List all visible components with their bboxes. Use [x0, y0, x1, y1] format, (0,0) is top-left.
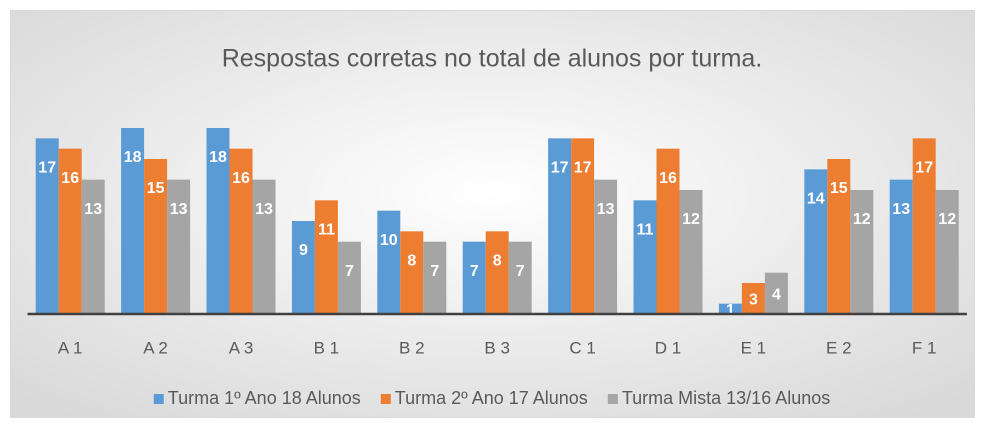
bar — [337, 241, 361, 314]
bar — [462, 241, 486, 314]
data-label: 8 — [493, 253, 502, 270]
bar — [850, 190, 874, 314]
data-label: 7 — [345, 263, 354, 280]
data-label: 16 — [61, 170, 79, 187]
x-tick-label: D 1 — [655, 338, 681, 357]
bar — [314, 200, 338, 314]
data-label: 12 — [938, 211, 956, 228]
bar — [144, 159, 168, 314]
x-tick-label: E 2 — [826, 338, 852, 357]
data-label: 4 — [772, 287, 781, 304]
x-tick-label: B 2 — [399, 338, 425, 357]
bar — [377, 210, 401, 314]
bar — [827, 159, 851, 314]
bar — [485, 231, 509, 314]
bar — [252, 179, 276, 314]
bar — [35, 138, 59, 314]
bar — [718, 303, 742, 314]
data-label: 18 — [124, 149, 142, 166]
bar — [741, 283, 765, 314]
data-label: 13 — [597, 201, 615, 218]
bar — [58, 148, 82, 314]
data-label: 17 — [915, 160, 933, 177]
bar — [679, 190, 703, 314]
x-tick-label: E 1 — [741, 338, 767, 357]
bar — [571, 138, 595, 314]
data-label: 18 — [209, 149, 227, 166]
data-label: 16 — [232, 170, 250, 187]
legend-swatch — [153, 394, 164, 404]
data-label: 9 — [299, 242, 308, 259]
bar — [206, 128, 230, 314]
data-label: 7 — [516, 263, 525, 280]
data-label: 15 — [830, 180, 848, 197]
data-label: 17 — [551, 160, 569, 177]
bar — [548, 138, 572, 314]
bar — [935, 190, 959, 314]
data-label: 16 — [659, 170, 677, 187]
x-tick-label: F 1 — [912, 338, 937, 357]
data-label: 17 — [38, 160, 56, 177]
x-tick-label: A 2 — [143, 338, 168, 357]
legend-swatch — [380, 394, 391, 404]
data-label: 13 — [892, 201, 910, 218]
x-tick-label: A 3 — [229, 338, 254, 357]
data-label: 13 — [84, 201, 102, 218]
legend-label: Turma 1º Ano 18 Alunos — [168, 388, 361, 408]
data-label: 7 — [470, 263, 479, 280]
bar — [423, 241, 447, 314]
data-label: 14 — [807, 191, 825, 208]
chart-title: Respostas corretas no total de alunos po… — [222, 45, 763, 73]
bar — [291, 221, 315, 314]
data-label: 11 — [318, 222, 335, 239]
data-label: 17 — [574, 160, 592, 177]
data-label: 13 — [170, 201, 188, 218]
data-label: 7 — [430, 263, 439, 280]
bar — [804, 169, 828, 314]
data-label: 3 — [749, 292, 758, 309]
bar — [229, 148, 253, 314]
bar — [400, 231, 424, 314]
x-tick-label: A 1 — [58, 338, 83, 357]
data-label: 8 — [407, 253, 416, 270]
legend-swatch — [607, 394, 618, 404]
bar — [633, 200, 657, 314]
bar — [912, 138, 936, 314]
data-label: 15 — [147, 180, 165, 197]
legend-label: Turma 2º Ano 17 Alunos — [395, 388, 588, 408]
data-label: 10 — [380, 232, 398, 249]
x-tick-label: C 1 — [569, 338, 595, 357]
data-label: 12 — [853, 211, 871, 228]
bar — [508, 241, 532, 314]
bar — [167, 179, 191, 314]
x-tick-label: B 1 — [314, 338, 340, 357]
data-label: 1 — [726, 302, 735, 319]
data-label: 12 — [682, 211, 700, 228]
bar — [81, 179, 105, 314]
x-tick-label: B 3 — [484, 338, 510, 357]
bar — [889, 179, 913, 314]
data-label: 11 — [637, 222, 654, 239]
bar — [594, 179, 618, 314]
bar — [121, 128, 145, 314]
legend-label: Turma Mista 13/16 Alunos — [622, 388, 830, 408]
data-label: 13 — [255, 201, 273, 218]
bar — [764, 272, 788, 314]
bar — [656, 148, 680, 314]
